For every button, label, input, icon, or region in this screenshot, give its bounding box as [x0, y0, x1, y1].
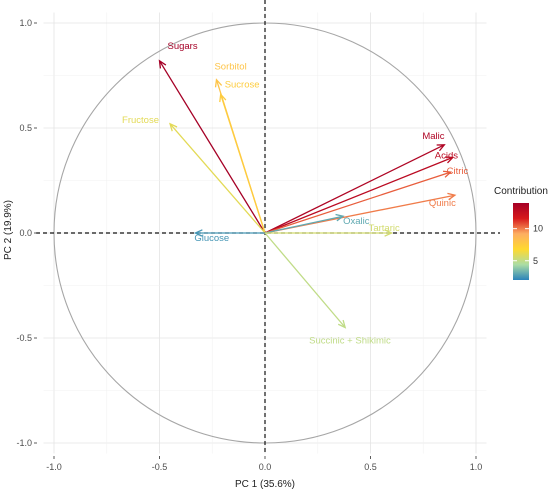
vector-arrowhead: [337, 319, 347, 329]
vector-acids: [264, 156, 454, 234]
x-tick-label: 0.5: [364, 462, 377, 472]
vector-arrowhead: [447, 192, 457, 201]
reference-lines: [36, 0, 500, 455]
vector-arrowhead: [214, 78, 223, 88]
vector-label: Oxalic: [343, 216, 370, 227]
variable-vectors: [158, 59, 457, 329]
vector-arrowhead: [158, 59, 167, 69]
vector-citric: [264, 171, 451, 234]
x-tick-label: 1.0: [470, 462, 483, 472]
y-tick-label: -0.5: [16, 333, 32, 343]
vector-arrowhead: [445, 156, 455, 164]
x-axis-title: PC 1 (35.6%): [235, 479, 295, 490]
y-tick-label: 0.0: [19, 228, 32, 238]
vector-fructose: [169, 123, 266, 234]
vector-arrowhead: [219, 92, 227, 103]
vector-label: Sorbitol: [214, 62, 246, 73]
vector-oxalic: [264, 215, 344, 234]
vector-sucrose: [220, 94, 266, 234]
x-tick-label: 0.0: [259, 462, 272, 472]
vector-label: Fructose: [122, 115, 159, 126]
vector-malic: [264, 144, 445, 234]
x-tick-label: -1.0: [46, 462, 62, 472]
y-axis-title: PC 2 (19.9%): [3, 200, 14, 260]
vector-arrowhead: [442, 170, 453, 178]
x-tick-label: -0.5: [152, 462, 168, 472]
vector-sugars: [158, 60, 266, 234]
x-axis-ticks: -1.0 -0.5 0.0 0.5 1.0: [46, 456, 482, 472]
vector-arrowhead: [335, 213, 345, 222]
vector-label: Quinic: [429, 198, 456, 209]
vector-labels: Sugars Sorbitol Sucrose Fructose Glucose Mali…: [122, 41, 469, 347]
legend-ticks: 10 5: [513, 224, 543, 266]
vector-label: Succinic + Shikimic: [309, 336, 391, 347]
vector-arrowhead: [436, 144, 446, 152]
y-tick-label: 0.5: [19, 123, 32, 133]
vector-label: Acids: [435, 150, 458, 161]
legend-title: Contribution: [494, 186, 548, 197]
vector-label: Tartaric: [369, 223, 400, 234]
vector-label: Malic: [422, 131, 444, 142]
legend-tick-label: 10: [533, 224, 543, 234]
vector-label: Sugars: [168, 41, 198, 52]
y-tick-label: 1.0: [19, 18, 32, 28]
vector-succinic-shikimic: [264, 232, 346, 328]
vector-label: Glucose: [194, 233, 229, 244]
vector-arrowhead: [384, 229, 394, 237]
vector-arrowhead: [169, 122, 178, 132]
vector-arrowhead: [193, 229, 203, 237]
vector-label: Sucrose: [225, 79, 260, 90]
legend: Contribution 10 5: [494, 186, 548, 280]
vector-label: Citric: [447, 166, 469, 177]
y-axis-ticks: 1.0 0.5 0.0 -0.5 -1.0: [16, 18, 37, 448]
y-tick-label: -1.0: [16, 438, 32, 448]
legend-colorbar: [513, 203, 529, 280]
legend-tick-label: 5: [533, 256, 538, 266]
